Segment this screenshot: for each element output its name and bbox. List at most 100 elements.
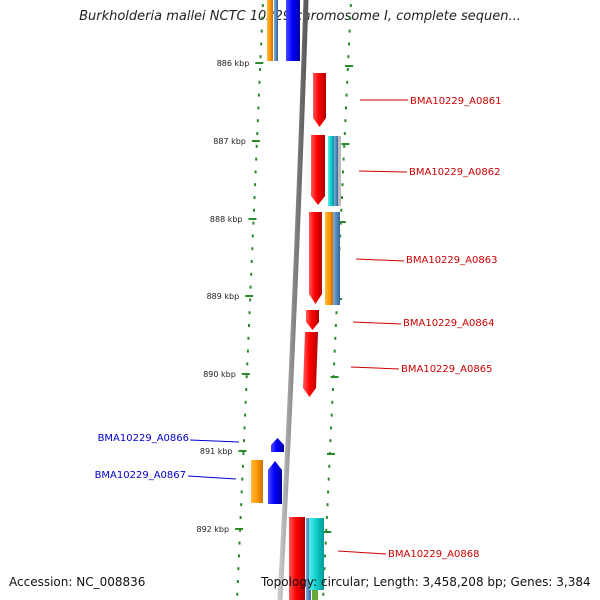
guide-dot [251, 234, 254, 238]
tick-label: 889 kbp [207, 292, 240, 301]
gene-arrow-a0863[interactable] [309, 212, 340, 305]
guide-dot [324, 541, 327, 545]
gene-label-a0864[interactable]: BMA10229_A0864 [403, 318, 494, 329]
guide-dot [241, 464, 244, 468]
genome-summary-text: Topology: circular; Length: 3,458,208 bp… [261, 575, 591, 589]
guide-dot [340, 208, 343, 212]
tick-mark-right [341, 143, 350, 145]
guide-dot [346, 80, 349, 84]
guide-dot [343, 144, 346, 148]
gene-arrow-a0868[interactable] [289, 517, 324, 600]
guide-dot [250, 272, 253, 276]
guide-dot [256, 119, 259, 123]
tick-label: 891 kbp [200, 447, 233, 456]
top-partial-features [267, 0, 300, 61]
guide-dot [244, 413, 247, 417]
guide-dot [334, 336, 337, 340]
guide-dot [339, 221, 342, 225]
guide-dot [239, 528, 242, 532]
guide-dot [259, 55, 262, 59]
guide-dot [253, 196, 256, 199]
gene-arrows[interactable] [251, 73, 341, 600]
guide-dot [325, 516, 328, 519]
guide-dot [260, 42, 263, 46]
guide-dot [342, 170, 344, 174]
guide-dot [335, 311, 338, 315]
guide-dot [326, 503, 329, 507]
backbone-arc [277, 0, 309, 600]
gene-arrow-a0867[interactable] [251, 460, 282, 504]
gene-label-a0866[interactable]: BMA10229_A0866 [98, 433, 189, 444]
guide-dot [238, 554, 240, 558]
gene-label-a0867[interactable]: BMA10229_A0867 [95, 470, 186, 481]
gene-label-a0862[interactable]: BMA10229_A0862 [409, 167, 500, 178]
gene-arrow-a0864[interactable] [306, 310, 319, 330]
guide-dot [254, 183, 257, 187]
guide-dot [327, 477, 330, 481]
guide-dot [323, 567, 326, 571]
guide-dot [347, 55, 350, 59]
tick-mark-right [345, 65, 354, 67]
guide-dot [241, 477, 244, 481]
guide-dot [249, 298, 252, 302]
tick-mark-left [251, 140, 260, 142]
gene-label-a0865[interactable]: BMA10229_A0865 [401, 364, 492, 375]
guide-dot [248, 311, 251, 315]
gene-arrow-a0861[interactable] [313, 73, 326, 127]
tick-label: 887 kbp [213, 137, 246, 146]
gene-label-a0868[interactable]: BMA10229_A0868 [388, 549, 479, 560]
guide-dot [249, 285, 252, 289]
gene-arrow-a0866[interactable] [271, 438, 284, 452]
guide-dot [329, 439, 332, 443]
gene-labels[interactable]: BMA10229_A0861 BMA10229_A0862 BMA10229_A… [95, 96, 502, 560]
gene-label-a0863[interactable]: BMA10229_A0863 [406, 255, 497, 266]
guide-dot [236, 580, 239, 583]
guide-dot [238, 541, 241, 545]
tick-mark-right [337, 221, 346, 223]
guide-dot [330, 426, 333, 430]
guide-dot [242, 452, 245, 455]
tick-mark-right [330, 376, 339, 378]
guide-dot [331, 388, 334, 391]
gene-arrow-a0865[interactable] [303, 332, 318, 397]
tick-mark-right [327, 453, 335, 455]
guide-dot [258, 80, 261, 84]
guide-dot [345, 106, 347, 110]
guide-dot [324, 554, 327, 558]
tick-mark-left [248, 218, 257, 220]
tick-mark-left [245, 295, 254, 297]
guide-dot [343, 132, 346, 135]
tick-label: 888 kbp [210, 215, 243, 224]
guide-dot [243, 439, 245, 443]
guide-dot [245, 388, 248, 391]
guide-dot [244, 400, 247, 404]
guide-dot [346, 68, 349, 71]
guide-dot [331, 400, 334, 404]
guide-dot [341, 183, 344, 187]
tick-label: 890 kbp [203, 370, 236, 379]
gene-label-a0861[interactable]: BMA10229_A0861 [410, 96, 501, 107]
guide-dot [255, 157, 258, 161]
guide-dot [348, 29, 351, 33]
guide-dot [240, 490, 243, 494]
guide-dot [342, 157, 345, 161]
tick-label: 886 kbp [217, 59, 250, 68]
guide-dot [246, 362, 249, 366]
guide-dot [240, 503, 243, 507]
guide-dot [256, 132, 259, 135]
guide-dot [247, 336, 250, 340]
guide-dot [349, 4, 352, 7]
guide-dot [348, 42, 350, 46]
guide-dot [255, 144, 258, 148]
guide-dot [328, 464, 331, 468]
guide-dot [322, 592, 325, 596]
tick-mark-left [238, 450, 247, 452]
gene-arrow-a0862[interactable] [311, 135, 341, 206]
guide-dot [325, 528, 328, 532]
guide-dot [251, 247, 254, 251]
accession-text: Accession: NC_008836 [9, 575, 146, 589]
tick-mark-right [323, 531, 332, 533]
guide-dot [260, 29, 263, 33]
guide-dot [340, 196, 343, 199]
